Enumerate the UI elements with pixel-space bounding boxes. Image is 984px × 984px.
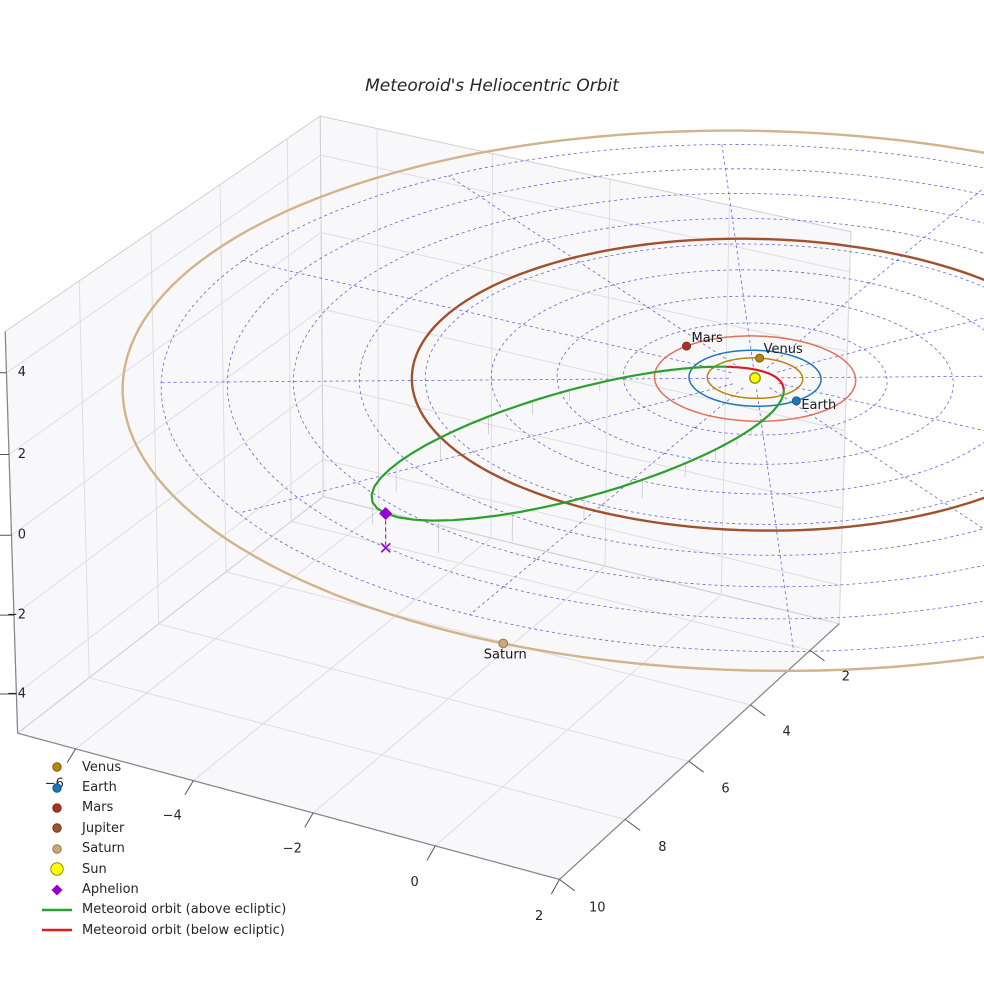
planet-marker-earth [791, 396, 801, 406]
legend-dot-icon [52, 782, 62, 793]
planet-marker-mars [682, 341, 692, 351]
z-tick-label: −4 [7, 686, 26, 701]
legend-label: Mars [82, 800, 114, 816]
meteoroid-orbit-below [726, 365, 785, 390]
legend-item: Meteoroid orbit (above ecliptic) [40, 900, 286, 920]
legend-label: Meteoroid orbit (below ecliptic) [82, 922, 285, 938]
legend-dot-icon [52, 823, 62, 834]
legend-dot-icon [52, 762, 62, 772]
legend-dot-icon [52, 803, 62, 813]
legend-item: Saturn [40, 839, 286, 859]
legend-item: Earth [40, 777, 286, 797]
z-tick-label: 2 [18, 447, 26, 462]
aphelion-marker [379, 507, 393, 521]
legend-line-icon [42, 929, 72, 932]
legend-line-icon [42, 908, 72, 912]
axes-spines [4, 331, 840, 880]
sun-marker [749, 372, 761, 384]
planet-marker-venus [755, 353, 765, 363]
y-tick-label: 2 [535, 909, 543, 924]
aphelion-group [379, 507, 393, 553]
ecliptic-polar-grid [160, 144, 984, 653]
legend-dot-icon [52, 844, 62, 854]
legend-item: Venus [40, 757, 286, 777]
planet-orbits [121, 129, 984, 672]
legend-item: Sun [40, 859, 286, 879]
x-tick-label: 8 [658, 840, 666, 855]
orbit-venus [706, 357, 804, 400]
planet-label-mars: Mars [692, 331, 724, 346]
x-tick-label: 2 [842, 669, 850, 684]
legend-label: Saturn [82, 841, 125, 857]
planet-label-venus: Venus [764, 342, 803, 357]
legend-label: Sun [82, 861, 107, 877]
legend: Venus Earth Mars Jupiter Saturn Sun Aphelion Me… [40, 757, 286, 941]
legend-item: Jupiter [40, 818, 286, 838]
z-tick-label: −2 [7, 607, 26, 622]
legend-item: Meteoroid orbit (below ecliptic) [40, 920, 286, 940]
legend-item: Aphelion [40, 879, 286, 899]
orbit-earth [688, 349, 822, 407]
planet-markers: Venus Earth Mars Saturn [484, 331, 836, 662]
y-tick-label: −4 [163, 809, 182, 824]
y-tick-label: −2 [283, 841, 302, 856]
planet-marker-saturn [498, 638, 509, 649]
x-tick-label: 6 [721, 781, 729, 796]
legend-label: Venus [82, 759, 122, 775]
planet-label-earth: Earth [801, 398, 836, 413]
y-tick-label: 0 [410, 875, 418, 890]
x-tick-label: 10 [589, 901, 606, 916]
x-tick-label: 4 [783, 724, 791, 739]
legend-label: Earth [82, 780, 117, 796]
planet-label-saturn: Saturn [484, 647, 527, 662]
orbit-jupiter [410, 237, 984, 532]
orbit-saturn [121, 129, 984, 672]
plot-title: Meteoroid's Heliocentric Orbit [365, 76, 619, 96]
aphelion-ecliptic-projection-marker [380, 542, 391, 553]
legend-diamond-icon [51, 884, 63, 896]
z-tick-label: 4 [18, 365, 26, 380]
legend-label: Meteoroid orbit (above ecliptic) [82, 902, 287, 918]
legend-item: Mars [40, 798, 286, 818]
legend-label: Jupiter [82, 820, 125, 836]
legend-label: Aphelion [82, 882, 139, 898]
z-tick-label: 0 [18, 528, 26, 543]
orbit-mars [653, 335, 857, 422]
legend-dot-icon [50, 862, 64, 876]
